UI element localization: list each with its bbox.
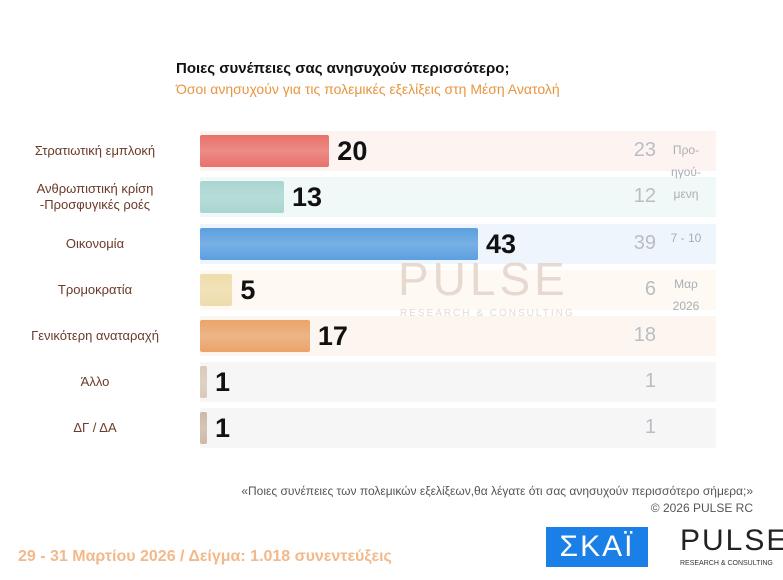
category-label: Τρομοκρατία: [57, 282, 133, 297]
category-label: Ανθρωπιστική κρίση -Προσφυγικές ροές: [36, 181, 154, 212]
previous-note: Μαρ: [674, 277, 698, 291]
pulse-logo: PULSE: [680, 524, 783, 557]
previous-value: 23: [633, 139, 656, 161]
bar-row: Οικονομία 43 39: [0, 224, 783, 264]
previous-note: μενη: [673, 187, 699, 201]
bar: [200, 320, 310, 352]
row-band: [200, 270, 716, 310]
category-label: ΔΓ / ΔΑ: [73, 420, 117, 435]
bar: [200, 412, 207, 444]
previous-value: 18: [633, 324, 656, 346]
bar-row: ΔΓ / ΔΑ 1 1: [0, 408, 783, 448]
previous-note: 7 - 10: [670, 231, 702, 245]
value-label: 5: [240, 275, 256, 305]
bar-row: Ανθρωπιστική κρίση -Προσφυγικές ροές 13 …: [0, 177, 783, 217]
chart-title: Ποιες συνέπειες σας ανησυχούν περισσότερ…: [176, 60, 510, 77]
previous-value: 1: [644, 416, 656, 438]
row-band: [200, 177, 716, 217]
value-label: 1: [215, 367, 231, 397]
bar: [200, 135, 330, 167]
copyright: © 2026 PULSE RC: [650, 501, 753, 515]
previous-note: 2026: [672, 299, 700, 313]
row-band: [200, 408, 716, 448]
category-label: Άλλο: [80, 374, 110, 389]
row-band: [200, 362, 716, 402]
bar-row: Τρομοκρατία 5 6: [0, 270, 783, 310]
value-label: 43: [486, 229, 517, 259]
previous-value: 12: [633, 185, 656, 207]
chart-subtitle: Όσοι ανησυχούν για τις πολεμικές εξελίξε…: [176, 81, 560, 97]
value-label: 20: [337, 136, 368, 166]
category-label: Γενικότερη αναταραχή: [31, 328, 159, 343]
footer-date-sample: 29 - 31 Μαρτίου 2026 / Δείγμα: 1.018 συν…: [18, 548, 392, 565]
previous-value: 39: [633, 232, 656, 254]
question: «Ποιες συνέπειες των πολεμικών εξελίξεων…: [241, 484, 753, 498]
pulse-logo-sub: RESEARCH & CONSULTING: [680, 560, 773, 567]
value-label: 17: [317, 321, 348, 351]
previous-value: 6: [644, 278, 656, 300]
skai-logo: ΣΚΑΪ: [546, 527, 648, 567]
bar: [200, 274, 233, 306]
value-label: 1: [215, 413, 231, 443]
category-label: Οικονομία: [65, 236, 125, 251]
bar-row: Στρατιωτική εμπλοκή 20 23: [0, 131, 783, 171]
bar: [200, 366, 207, 398]
bar: [200, 228, 478, 260]
value-label: 13: [292, 182, 323, 212]
category-label: Στρατιωτική εμπλοκή: [34, 143, 156, 158]
previous-note: ηγού-: [671, 165, 701, 179]
previous-note: Προ-: [672, 143, 700, 157]
bar: [200, 181, 285, 213]
question-text: «Ποιες συνέπειες των πολεμικών εξελίξεων…: [241, 483, 753, 517]
bar-row: Γενικότερη αναταραχή 17 18: [0, 316, 783, 356]
bar-row: Άλλο 1 1: [0, 362, 783, 402]
previous-value: 1: [644, 370, 656, 392]
